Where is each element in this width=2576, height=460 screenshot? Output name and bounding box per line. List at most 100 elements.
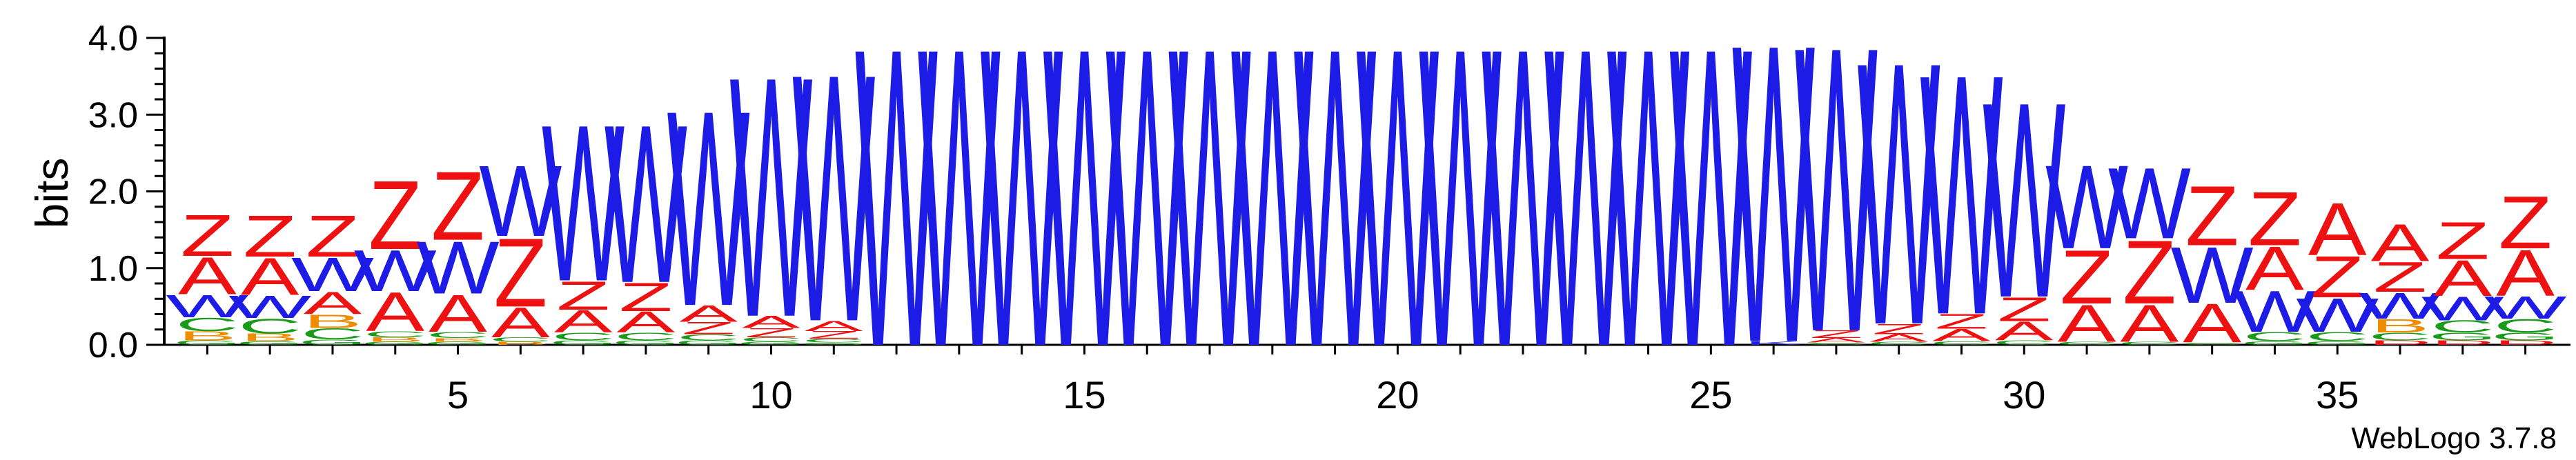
logo-letter-B: B (429, 337, 487, 343)
x-tick-label: 30 (2003, 373, 2045, 417)
logo-letter-C: C (301, 325, 364, 343)
logo-letter-A: A (1932, 326, 1991, 345)
x-tick-label: 5 (447, 373, 469, 417)
logo-letter-C: C (1805, 342, 1868, 346)
logo-letter-W: W (228, 289, 311, 325)
logo-letter-C: C (2055, 341, 2118, 346)
logo-letter-C: C (2368, 331, 2432, 343)
logo-letter-C: C (2118, 341, 2181, 346)
logo-letter-W: W (2108, 148, 2191, 261)
logo-column-20: W (1356, 0, 1439, 436)
logo-letter-W: W (1983, 43, 2066, 356)
logo-letter-W: W (1419, 0, 1502, 436)
logo-letter-W: W (1168, 0, 1252, 436)
logo-letter-C: C (677, 332, 740, 342)
logo-letter-W: W (604, 77, 687, 330)
logo-letter-A: A (2245, 234, 2305, 303)
logo-column-17: W (1168, 0, 1252, 436)
logo-column-26: KW (1732, 0, 1816, 432)
logo-letter-G: G (2491, 331, 2559, 343)
y-tick-label: 3.0 (88, 95, 138, 135)
logo-letter-C: C (802, 338, 865, 344)
logo-letter-Z: Z (2373, 254, 2427, 301)
logo-column-14: W (981, 0, 1064, 436)
logo-letter-W: W (1482, 0, 1565, 436)
logo-letter-G: G (611, 339, 680, 346)
logo-letter-W: W (667, 52, 751, 364)
logo-letter-W: W (855, 0, 938, 436)
logo-letter-Z: Z (306, 203, 360, 269)
logo-letter-G: G (2303, 340, 2372, 346)
logo-column-24: W (1607, 0, 1691, 436)
logo-letter-G: G (2428, 331, 2497, 343)
logo-letter-C: C (2494, 315, 2557, 337)
logo-letter-C: C (551, 331, 615, 343)
logo-letter-W: W (730, 5, 814, 388)
y-tick-label: 1.0 (88, 249, 138, 289)
logo-letter-D: D (2494, 339, 2557, 346)
logo-letter-W: W (2233, 279, 2316, 344)
logo-letter-A: A (178, 247, 237, 306)
logo-letter-A: A (2433, 250, 2493, 308)
logo-letter-Z: Z (556, 272, 610, 318)
logo-letter-A: A (1807, 337, 1866, 343)
logo-letter-W: W (542, 79, 625, 328)
logo-letter-G: G (674, 339, 743, 346)
logo-letter-Z: Z (431, 151, 485, 261)
logo-column-25: W (1669, 0, 1753, 436)
logo-letter-A: A (366, 281, 424, 343)
logo-letter-W: W (1607, 0, 1691, 436)
logo-letter-G: G (236, 340, 304, 346)
logo-column-15: W (1043, 0, 1126, 436)
logo-column-18: W (1231, 0, 1315, 436)
logo-letter-A: A (805, 318, 863, 334)
logo-column-12: W (855, 0, 938, 436)
logo-letter-Z: Z (1872, 321, 1926, 337)
logo-letter-Z: Z (2310, 244, 2364, 310)
logo-letter-B: B (304, 311, 362, 332)
logo-letter-Z: Z (243, 203, 297, 269)
logo-letter-A: A (679, 301, 738, 327)
logo-letter-D: D (2368, 339, 2432, 346)
logo-letter-C: C (740, 336, 803, 343)
logo-letter-D: D (2431, 339, 2495, 346)
logo-letter-Z: Z (1935, 310, 1989, 334)
logo-letter-G: G (800, 342, 868, 346)
logo-column-23: W (1544, 0, 1628, 436)
logo-letter-G: G (549, 339, 618, 346)
logo-column-19: W (1294, 0, 1377, 436)
logo-letter-A: A (554, 304, 613, 340)
logo-letter-W: W (1043, 0, 1126, 436)
logo-letter-A: A (429, 284, 487, 343)
logo-letter-W: W (1858, 0, 1941, 403)
x-tick-label: 20 (1376, 373, 1419, 417)
logo-letter-W: W (2296, 288, 2379, 342)
logo-letter-C: C (426, 330, 490, 340)
logo-letter-Z: Z (2123, 222, 2176, 323)
x-tick-label: 35 (2316, 373, 2359, 417)
logo-letter-W: W (2421, 290, 2504, 328)
logo-letter-C: C (1867, 341, 1931, 346)
logo-letter-G: G (737, 341, 805, 346)
logo-letter-Z: Z (2499, 181, 2553, 265)
logo-letter-W: W (1356, 0, 1439, 436)
weblogo-version-label: WebLogo 3.7.8 (2351, 421, 2557, 455)
logo-letter-G: G (2241, 340, 2309, 346)
logo-letter-W: W (1669, 0, 1753, 436)
logo-letter-A: A (2371, 214, 2430, 273)
logo-letter-A: A (2058, 294, 2116, 354)
logo-column-16: W (1105, 0, 1189, 436)
